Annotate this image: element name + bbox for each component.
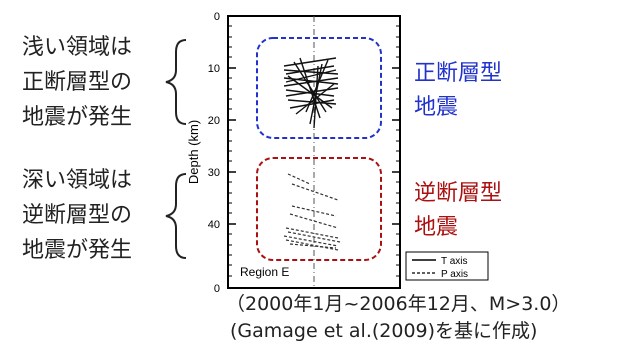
right-annotations: 正断層型 地震 逆断層型 地震 <box>414 61 502 240</box>
y-axis-label: Depth (km) <box>186 120 201 184</box>
reverse-fault-label-line1: 逆断層型 <box>414 181 502 206</box>
caption-period: （2000年1月~2006年12月、M>3.0） <box>226 293 570 315</box>
deep-label-line3: 地震が発生 <box>22 238 132 263</box>
left-annotations: 浅い領域は 正断層型の 地震が発生 深い領域は 逆断層型の 地震が発生 <box>22 35 132 263</box>
shallow-brace <box>165 39 187 125</box>
tick-label-bottom: 0 <box>214 283 220 295</box>
tick-labels: 0 10 20 30 40 0 <box>208 11 220 295</box>
legend-box <box>405 251 489 281</box>
deep-brace <box>165 173 187 259</box>
legend-p-axis-label: P axis <box>441 269 468 280</box>
deep-label-line2: 逆断層型の <box>22 203 132 228</box>
normal-fault-label-line1: 正断層型 <box>414 61 502 86</box>
t-axis-lines <box>283 57 339 129</box>
p-axis-lines <box>283 173 341 251</box>
shallow-label-line2: 正断層型の <box>22 70 132 95</box>
shallow-label-line1: 浅い領域は <box>22 35 132 60</box>
tick-label-10: 10 <box>208 63 220 75</box>
caption: （2000年1月~2006年12月、M>3.0） (Gamage et al.(… <box>226 293 570 342</box>
tick-label-20: 20 <box>208 115 220 127</box>
legend-t-axis-label: T axis <box>441 256 468 267</box>
deep-label-line1: 深い領域は <box>22 168 132 193</box>
shallow-region-box <box>256 37 382 139</box>
reverse-fault-label-line2: 地震 <box>414 215 458 240</box>
normal-fault-label-line2: 地震 <box>414 95 458 120</box>
region-label: Region E <box>240 265 289 279</box>
legend: T axis P axis <box>405 251 489 281</box>
axis-ticks <box>228 67 400 225</box>
tick-label-30: 30 <box>208 167 220 179</box>
deep-region-box <box>256 157 382 261</box>
shallow-label-line3: 地震が発生 <box>22 105 132 130</box>
tick-label-0: 0 <box>214 11 220 23</box>
tick-label-40: 40 <box>208 219 220 231</box>
caption-source: (Gamage et al.(2009)を基に作成) <box>230 320 537 342</box>
axis-minor-ticks <box>228 25 400 277</box>
